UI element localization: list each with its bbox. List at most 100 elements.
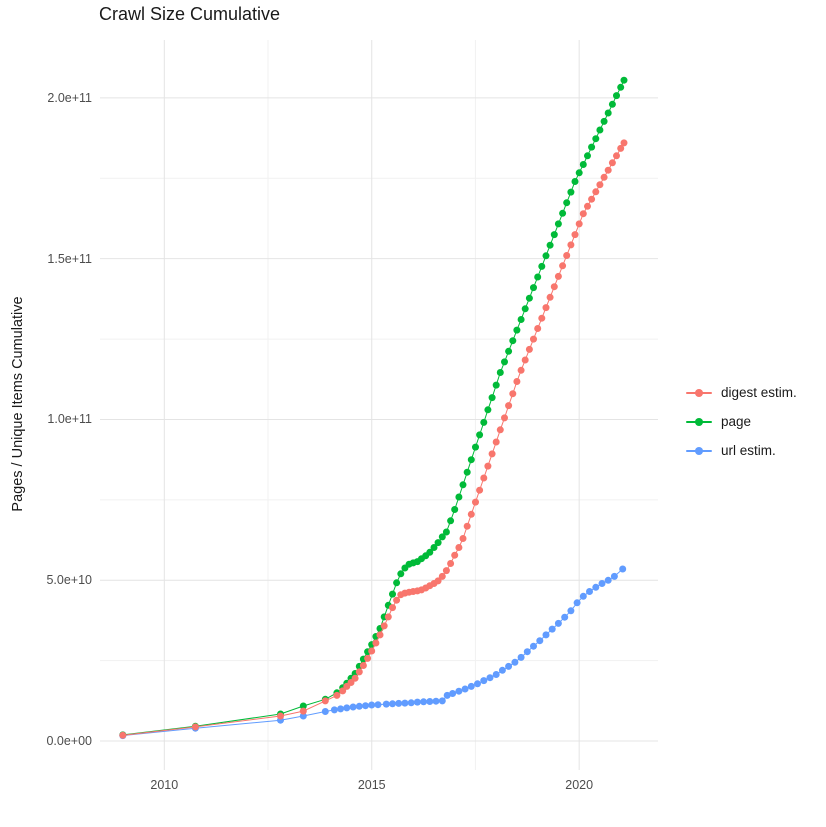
data-point-page <box>617 83 625 91</box>
data-point-digest-estim- <box>321 697 329 705</box>
data-point-page <box>604 109 612 117</box>
data-point-url-estim- <box>438 697 446 705</box>
data-point-digest-estim- <box>351 674 359 682</box>
data-point-digest-estim- <box>339 687 347 695</box>
data-point-url-estim- <box>505 662 513 670</box>
data-point-url-estim- <box>542 631 550 639</box>
data-point-url-estim- <box>480 677 488 685</box>
data-point-digest-estim- <box>359 662 367 669</box>
data-point-url-estim- <box>337 705 345 713</box>
data-point-url-estim- <box>449 690 457 697</box>
data-point-digest-estim- <box>571 231 579 239</box>
legend-item-digest-estim-: digest estim. <box>686 378 797 407</box>
data-point-digest-estim- <box>368 647 376 655</box>
data-point-url-estim- <box>467 682 475 690</box>
data-point-page <box>538 262 546 270</box>
data-point-digest-estim- <box>447 560 455 567</box>
data-point-page <box>571 178 579 185</box>
data-point-page <box>455 493 463 501</box>
data-point-digest-estim- <box>530 335 537 343</box>
data-point-digest-estim- <box>534 325 542 332</box>
data-point-digest-estim- <box>567 241 575 249</box>
data-point-digest-estim- <box>575 220 583 228</box>
data-point-page <box>393 579 401 587</box>
data-point-page <box>596 126 604 134</box>
data-point-page <box>397 570 405 578</box>
chart-title: Crawl Size Cumulative <box>99 4 281 24</box>
data-point-url-estim- <box>498 666 506 674</box>
data-point-url-estim- <box>461 685 469 693</box>
data-point-digest-estim- <box>542 304 550 312</box>
legend-key-icon <box>686 444 712 458</box>
data-point-url-estim- <box>492 671 500 678</box>
data-point-digest-estim- <box>191 723 199 731</box>
data-point-digest-estim- <box>505 402 513 410</box>
data-point-digest-estim- <box>380 622 388 630</box>
legend-label: digest estim. <box>721 385 797 400</box>
data-point-url-estim- <box>368 701 376 709</box>
data-point-page <box>613 92 620 100</box>
data-point-digest-estim- <box>592 188 600 196</box>
data-point-page <box>476 431 484 439</box>
data-point-page <box>608 100 616 108</box>
data-point-digest-estim- <box>604 166 612 174</box>
data-point-page <box>600 117 608 125</box>
data-point-digest-estim- <box>546 293 554 301</box>
data-point-url-estim- <box>610 572 618 580</box>
data-point-digest-estim- <box>476 486 484 494</box>
data-point-page <box>472 443 479 451</box>
data-point-page <box>567 188 575 196</box>
data-point-url-estim- <box>474 680 481 688</box>
data-point-url-estim- <box>598 580 606 587</box>
data-point-digest-estim- <box>492 438 500 446</box>
data-point-url-estim- <box>330 706 338 714</box>
data-point-page <box>492 381 500 389</box>
data-point-url-estim- <box>420 698 428 706</box>
y-tick-label: 0.0e+00 <box>46 734 92 749</box>
data-point-digest-estim- <box>384 613 392 621</box>
data-point-page <box>525 294 533 302</box>
data-point-digest-estim- <box>364 654 372 662</box>
data-point-url-estim- <box>432 697 440 705</box>
legend-label: page <box>721 414 752 429</box>
legend-key-icon <box>686 415 712 429</box>
y-tick-label: 5.0e+10 <box>46 573 92 588</box>
data-point-digest-estim- <box>600 173 608 181</box>
data-point-digest-estim- <box>442 567 450 575</box>
data-point-digest-estim- <box>521 356 529 364</box>
data-point-page <box>389 590 396 598</box>
data-point-page <box>620 76 628 84</box>
data-point-digest-estim- <box>389 604 396 612</box>
data-point-digest-estim- <box>608 159 616 167</box>
data-point-digest-estim- <box>596 181 604 189</box>
data-point-page <box>463 468 471 476</box>
data-point-digest-estim- <box>496 426 504 434</box>
data-point-url-estim- <box>407 699 415 707</box>
data-point-url-estim- <box>579 592 587 600</box>
data-point-page <box>588 143 596 151</box>
data-point-url-estim- <box>604 576 612 584</box>
data-point-digest-estim- <box>393 596 401 604</box>
data-point-page <box>575 169 583 177</box>
data-point-digest-estim- <box>455 544 463 551</box>
legend-item-url-estim-: url estim. <box>686 436 797 465</box>
data-point-url-estim- <box>362 702 369 710</box>
data-point-digest-estim- <box>484 462 492 470</box>
legend-item-page: page <box>686 407 797 436</box>
data-point-url-estim- <box>486 674 494 682</box>
data-point-digest-estim- <box>579 210 587 218</box>
data-point-page <box>496 369 504 376</box>
data-point-digest-estim- <box>376 631 384 639</box>
data-point-digest-estim- <box>488 450 496 458</box>
data-point-digest-estim- <box>451 551 459 559</box>
data-point-url-estim- <box>426 698 434 705</box>
data-point-page <box>579 161 587 168</box>
legend-key-icon <box>686 386 712 400</box>
data-point-page <box>442 528 450 536</box>
data-point-url-estim- <box>523 648 531 656</box>
data-point-url-estim- <box>573 599 581 607</box>
y-tick-label: 1.0e+11 <box>47 412 92 427</box>
data-point-page <box>447 517 455 525</box>
data-point-digest-estim- <box>501 414 508 422</box>
